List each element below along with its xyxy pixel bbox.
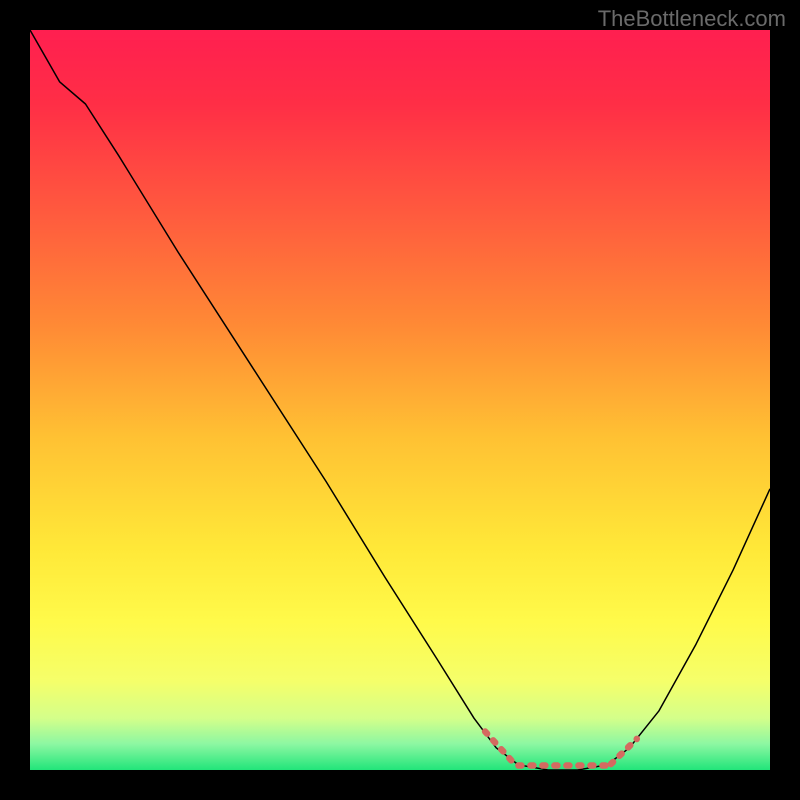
watermark-text: TheBottleneck.com <box>598 6 786 32</box>
chart-background <box>30 30 770 770</box>
bottleneck-chart <box>30 30 770 770</box>
